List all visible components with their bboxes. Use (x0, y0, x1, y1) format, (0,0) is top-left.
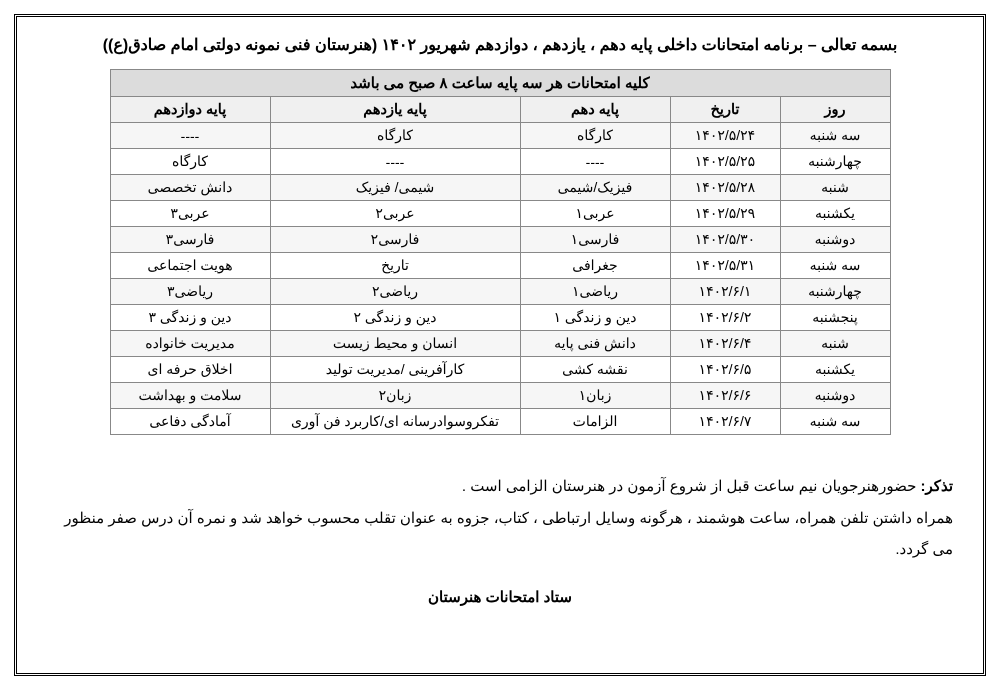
table-row: شنبه۱۴۰۲/۵/۲۸فیزیک/شیمیشیمی/ فیزیکدانش ت… (110, 175, 890, 201)
cell-g11: شیمی/ فیزیک (270, 175, 520, 201)
cell-g12: ریاضی۳ (110, 279, 270, 305)
cell-date: ۱۴۰۲/۶/۶ (670, 383, 780, 409)
table-body: سه شنبه۱۴۰۲/۵/۲۴کارگاهکارگاه----چهارشنبه… (110, 123, 890, 435)
cell-day: چهارشنبه (780, 149, 890, 175)
cell-date: ۱۴۰۲/۶/۴ (670, 331, 780, 357)
table-row: سه شنبه۱۴۰۲/۵/۲۴کارگاهکارگاه---- (110, 123, 890, 149)
table-row: چهارشنبه۱۴۰۲/۶/۱ریاضی۱ریاضی۲ریاضی۳ (110, 279, 890, 305)
document-title: بسمه تعالی – برنامه امتحانات داخلی پایه … (47, 35, 953, 55)
cell-g11: فارسی۲ (270, 227, 520, 253)
col-date: تاریخ (670, 97, 780, 123)
note-2: همراه داشتن تلفن همراه، ساعت هوشمند ، هر… (47, 503, 953, 566)
note-1-text: حضورهنرجویان نیم ساعت قبل از شروع آزمون … (462, 478, 921, 495)
cell-date: ۱۴۰۲/۵/۲۴ (670, 123, 780, 149)
cell-date: ۱۴۰۲/۶/۵ (670, 357, 780, 383)
cell-date: ۱۴۰۲/۵/۲۸ (670, 175, 780, 201)
cell-g10: الزامات (520, 409, 670, 435)
cell-g10: دانش فنی پایه (520, 331, 670, 357)
cell-day: دوشنبه (780, 383, 890, 409)
cell-g10: فیزیک/شیمی (520, 175, 670, 201)
cell-g12: دین و زندگی ۳ (110, 305, 270, 331)
cell-date: ۱۴۰۲/۶/۷ (670, 409, 780, 435)
col-g10: پایه دهم (520, 97, 670, 123)
table-row: پنجشنبه۱۴۰۲/۶/۲دین و زندگی ۱دین و زندگی … (110, 305, 890, 331)
cell-g12: ---- (110, 123, 270, 149)
cell-day: دوشنبه (780, 227, 890, 253)
cell-day: شنبه (780, 175, 890, 201)
cell-g12: فارسی۳ (110, 227, 270, 253)
cell-g12: مدیریت خانواده (110, 331, 270, 357)
cell-g12: کارگاه (110, 149, 270, 175)
cell-g11: تاریخ (270, 253, 520, 279)
exam-schedule-table: کلیه امتحانات هر سه پایه ساعت ۸ صبح می ب… (110, 69, 891, 435)
cell-g12: اخلاق حرفه ای (110, 357, 270, 383)
cell-day: سه شنبه (780, 253, 890, 279)
table-row: چهارشنبه۱۴۰۲/۵/۲۵--------کارگاه (110, 149, 890, 175)
cell-date: ۱۴۰۲/۵/۳۰ (670, 227, 780, 253)
cell-g11: کارگاه (270, 123, 520, 149)
note-label: تذکر: (921, 478, 953, 495)
cell-g12: دانش تخصصی (110, 175, 270, 201)
cell-g11: کارآفرینی /مدیریت تولید (270, 357, 520, 383)
cell-g10: عربی۱ (520, 201, 670, 227)
cell-g12: آمادگی دفاعی (110, 409, 270, 435)
cell-g12: عربی۳ (110, 201, 270, 227)
cell-g10: کارگاه (520, 123, 670, 149)
col-day: روز (780, 97, 890, 123)
table-row: دوشنبه۱۴۰۲/۵/۳۰فارسی۱فارسی۲فارسی۳ (110, 227, 890, 253)
cell-date: ۱۴۰۲/۶/۱ (670, 279, 780, 305)
table-row: شنبه۱۴۰۲/۶/۴دانش فنی پایهانسان و محیط زی… (110, 331, 890, 357)
cell-day: سه شنبه (780, 409, 890, 435)
cell-g11: دین و زندگی ۲ (270, 305, 520, 331)
cell-g12: هویت اجتماعی (110, 253, 270, 279)
cell-g10: ---- (520, 149, 670, 175)
document-frame: بسمه تعالی – برنامه امتحانات داخلی پایه … (14, 14, 986, 676)
table-row: سه شنبه۱۴۰۲/۶/۷الزاماتتفکروسوادرسانه ای/… (110, 409, 890, 435)
cell-g10: فارسی۱ (520, 227, 670, 253)
table-row: سه شنبه۱۴۰۲/۵/۳۱جغرافیتاریخهویت اجتماعی (110, 253, 890, 279)
cell-g10: نقشه کشی (520, 357, 670, 383)
col-g12: پایه دوازدهم (110, 97, 270, 123)
table-row: یکشنبه۱۴۰۲/۶/۵نقشه کشیکارآفرینی /مدیریت … (110, 357, 890, 383)
col-g11: پایه یازدهم (270, 97, 520, 123)
table-row: یکشنبه۱۴۰۲/۵/۲۹عربی۱عربی۲عربی۳ (110, 201, 890, 227)
cell-date: ۱۴۰۲/۵/۲۹ (670, 201, 780, 227)
cell-g10: جغرافی (520, 253, 670, 279)
signature: ستاد امتحانات هنرستان (47, 588, 953, 606)
table-banner: کلیه امتحانات هر سه پایه ساعت ۸ صبح می ب… (110, 70, 890, 97)
cell-g10: ریاضی۱ (520, 279, 670, 305)
page: بسمه تعالی – برنامه امتحانات داخلی پایه … (0, 0, 1000, 690)
cell-day: شنبه (780, 331, 890, 357)
cell-day: یکشنبه (780, 201, 890, 227)
cell-day: چهارشنبه (780, 279, 890, 305)
cell-g11: ---- (270, 149, 520, 175)
cell-g11: زبان۲ (270, 383, 520, 409)
cell-day: سه شنبه (780, 123, 890, 149)
table-row: دوشنبه۱۴۰۲/۶/۶زبان۱زبان۲سلامت و بهداشت (110, 383, 890, 409)
cell-g10: دین و زندگی ۱ (520, 305, 670, 331)
cell-g11: تفکروسوادرسانه ای/کاربرد فن آوری (270, 409, 520, 435)
notes: تذکر: حضورهنرجویان نیم ساعت قبل از شروع … (47, 471, 953, 566)
cell-date: ۱۴۰۲/۵/۳۱ (670, 253, 780, 279)
cell-g10: زبان۱ (520, 383, 670, 409)
cell-g11: عربی۲ (270, 201, 520, 227)
cell-g12: سلامت و بهداشت (110, 383, 270, 409)
cell-g11: ریاضی۲ (270, 279, 520, 305)
cell-date: ۱۴۰۲/۵/۲۵ (670, 149, 780, 175)
note-1: تذکر: حضورهنرجویان نیم ساعت قبل از شروع … (47, 471, 953, 503)
cell-day: یکشنبه (780, 357, 890, 383)
cell-day: پنجشنبه (780, 305, 890, 331)
cell-g11: انسان و محیط زیست (270, 331, 520, 357)
cell-date: ۱۴۰۲/۶/۲ (670, 305, 780, 331)
